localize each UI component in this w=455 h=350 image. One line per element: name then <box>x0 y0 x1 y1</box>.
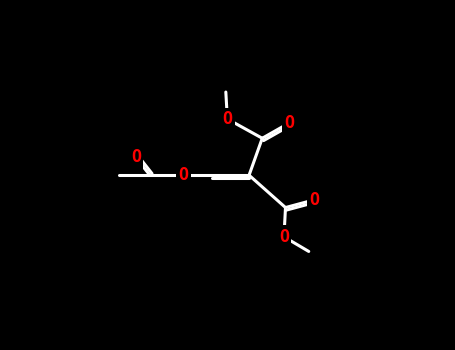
Text: O: O <box>279 228 289 246</box>
Text: O: O <box>309 191 319 209</box>
Text: O: O <box>131 148 141 167</box>
Text: O: O <box>284 114 294 132</box>
Text: O: O <box>178 166 188 184</box>
Text: O: O <box>222 110 233 128</box>
